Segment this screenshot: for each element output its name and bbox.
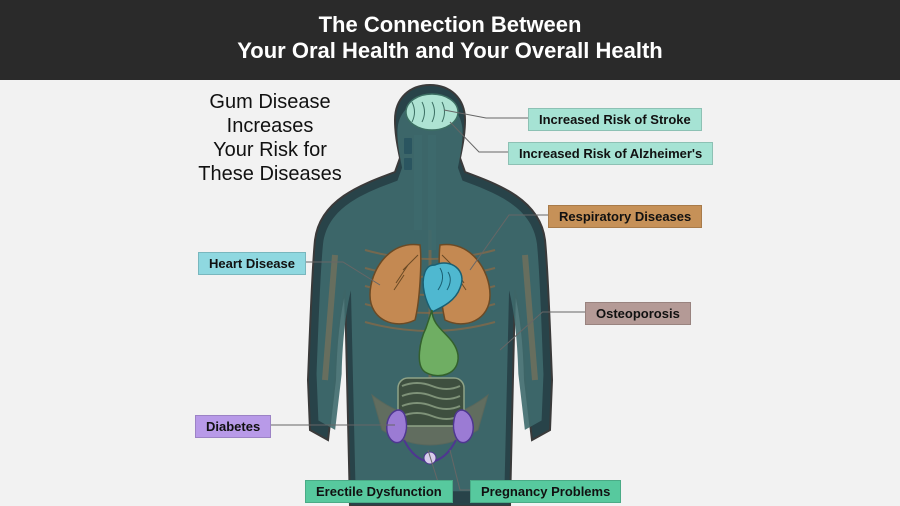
label-stroke: Increased Risk of Stroke xyxy=(528,108,702,131)
label-respiratory: Respiratory Diseases xyxy=(548,205,702,228)
leader-lines xyxy=(0,80,900,506)
header-line2: Your Oral Health and Your Overall Health xyxy=(0,38,900,64)
label-osteoporosis: Osteoporosis xyxy=(585,302,691,325)
label-alzheimers: Increased Risk of Alzheimer's xyxy=(508,142,713,165)
diagram-stage: Gum Disease Increases Your Risk for Thes… xyxy=(0,80,900,506)
label-erectile: Erectile Dysfunction xyxy=(305,480,453,503)
header: The Connection Between Your Oral Health … xyxy=(0,0,900,80)
label-diabetes: Diabetes xyxy=(195,415,271,438)
label-pregnancy: Pregnancy Problems xyxy=(470,480,621,503)
label-heart: Heart Disease xyxy=(198,252,306,275)
header-line1: The Connection Between xyxy=(0,12,900,38)
